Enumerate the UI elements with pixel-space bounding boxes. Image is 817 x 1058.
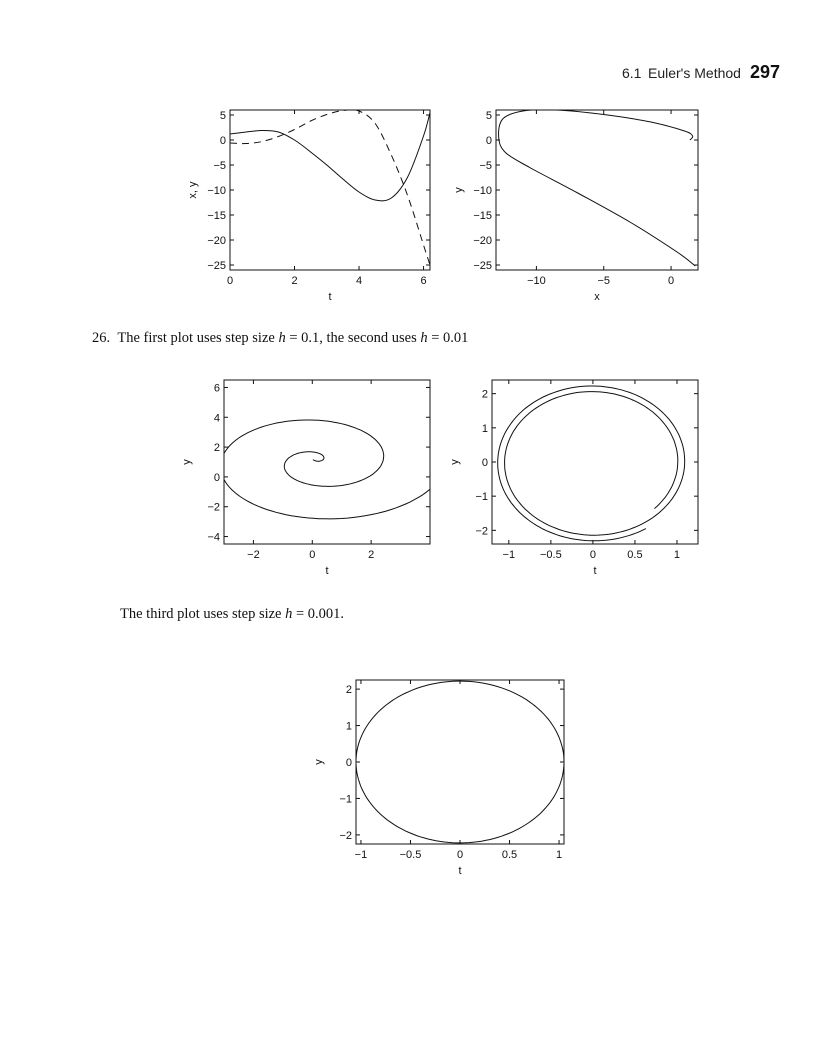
- section-title: Euler's Method: [648, 65, 741, 81]
- x-tick-label: −2: [247, 549, 260, 561]
- y-tick-label: −20: [473, 235, 492, 247]
- series-solid-curve: [230, 112, 430, 202]
- y-tick-label: 1: [482, 423, 488, 435]
- math-h: h: [278, 330, 286, 346]
- y-tick-label: 1: [346, 721, 352, 733]
- y-axis-label: y: [313, 759, 325, 765]
- figure-3-spiral-h01: −2 0 2 6 4 2 0 −2 −4 t y: [181, 379, 431, 577]
- figure-1-xy-vs-t: 0 2 4 6 5 0 −5 −10 −15 −20 −25 t x, y: [187, 109, 431, 303]
- figure-2-y-vs-x: −10 −5 0 5 0 −5 −10 −15 −20 −25 x y: [453, 109, 699, 303]
- y-tick-label: 5: [220, 110, 226, 122]
- x-tick-label: 0: [227, 275, 233, 287]
- plot-frame: [491, 379, 699, 545]
- third-plot-text: The third plot uses step size h = 0.001.: [120, 606, 344, 623]
- x-tick-label: −5: [597, 275, 610, 287]
- figure-4-spiral-h001: −1 −0.5 0 0.5 1 2 1 0 −1 −2 t y: [449, 379, 699, 577]
- y-tick-label: 6: [214, 382, 220, 394]
- y-tick-label: 0: [346, 757, 352, 769]
- y-tick-label: −2: [207, 502, 220, 514]
- y-tick-label: −20: [207, 235, 226, 247]
- x-tick-label: 0: [457, 849, 463, 861]
- text-fragment: = 0.01: [427, 330, 469, 346]
- x-tick-label: 2: [291, 275, 297, 287]
- y-tick-label: −2: [339, 830, 352, 842]
- series-solid-curve: [498, 110, 696, 267]
- text-fragment: = 0.1, the second uses: [285, 330, 421, 346]
- series-solid-curve: [497, 385, 686, 542]
- math-h: h: [285, 606, 293, 622]
- y-tick-label: 2: [482, 389, 488, 401]
- section-number: 6.1: [622, 65, 642, 81]
- x-axis-label: x: [594, 291, 600, 303]
- x-tick-label: 1: [556, 849, 562, 861]
- x-tick-label: 4: [356, 275, 362, 287]
- y-axis-label: x, y: [187, 181, 199, 199]
- running-header: 6.1 Euler's Method 297: [0, 62, 817, 86]
- x-tick-label: −10: [527, 275, 546, 287]
- x-tick-label: 0: [309, 549, 315, 561]
- x-axis-label: t: [458, 865, 461, 877]
- y-axis-label: y: [181, 459, 193, 465]
- problem-number: 26.: [92, 330, 111, 346]
- y-tick-label: −10: [207, 185, 226, 197]
- x-tick-label: 2: [368, 549, 374, 561]
- series-dashed-curve: [230, 110, 430, 266]
- y-tick-label: 0: [220, 135, 226, 147]
- plot-frame: [223, 379, 431, 545]
- x-tick-label: −0.5: [400, 849, 422, 861]
- text-fragment: The third plot uses step size: [120, 606, 286, 622]
- y-axis-label: y: [453, 187, 465, 193]
- text-fragment: = 0.001.: [292, 606, 345, 622]
- y-tick-label: −5: [213, 160, 226, 172]
- y-tick-label: −10: [473, 185, 492, 197]
- y-tick-label: −1: [475, 491, 488, 503]
- y-tick-label: −15: [207, 210, 226, 222]
- y-tick-label: −15: [473, 210, 492, 222]
- text-fragment: The first plot uses step size: [117, 330, 279, 346]
- y-tick-label: −25: [207, 260, 226, 272]
- y-tick-label: 5: [486, 110, 492, 122]
- x-tick-label: 0.5: [502, 849, 517, 861]
- x-axis-label: t: [593, 565, 596, 577]
- y-tick-label: 0: [486, 135, 492, 147]
- y-axis-label: y: [449, 459, 461, 465]
- x-axis-label: t: [328, 291, 331, 303]
- x-tick-label: −1: [355, 849, 368, 861]
- problem-26-text: 26. The first plot uses step size h = 0.…: [92, 330, 468, 347]
- x-tick-label: 1: [674, 549, 680, 561]
- y-tick-label: 2: [346, 684, 352, 696]
- x-tick-label: 6: [420, 275, 426, 287]
- y-tick-label: 0: [214, 472, 220, 484]
- x-tick-label: 0: [668, 275, 674, 287]
- series-solid-curve: [224, 419, 430, 520]
- x-tick-label: −0.5: [540, 549, 562, 561]
- y-tick-label: −5: [479, 160, 492, 172]
- y-tick-label: 2: [214, 442, 220, 454]
- y-tick-label: −2: [475, 525, 488, 537]
- math-h: h: [420, 330, 428, 346]
- y-tick-label: 0: [482, 457, 488, 469]
- x-tick-label: 0: [590, 549, 596, 561]
- page-number: 297: [750, 62, 781, 82]
- y-tick-label: −1: [339, 793, 352, 805]
- x-tick-label: −1: [503, 549, 516, 561]
- x-axis-label: t: [325, 565, 328, 577]
- y-tick-label: −25: [473, 260, 492, 272]
- y-tick-label: −4: [207, 532, 220, 544]
- x-tick-label: 0.5: [627, 549, 642, 561]
- series-solid-curve: [356, 680, 564, 844]
- y-tick-label: 4: [214, 412, 220, 424]
